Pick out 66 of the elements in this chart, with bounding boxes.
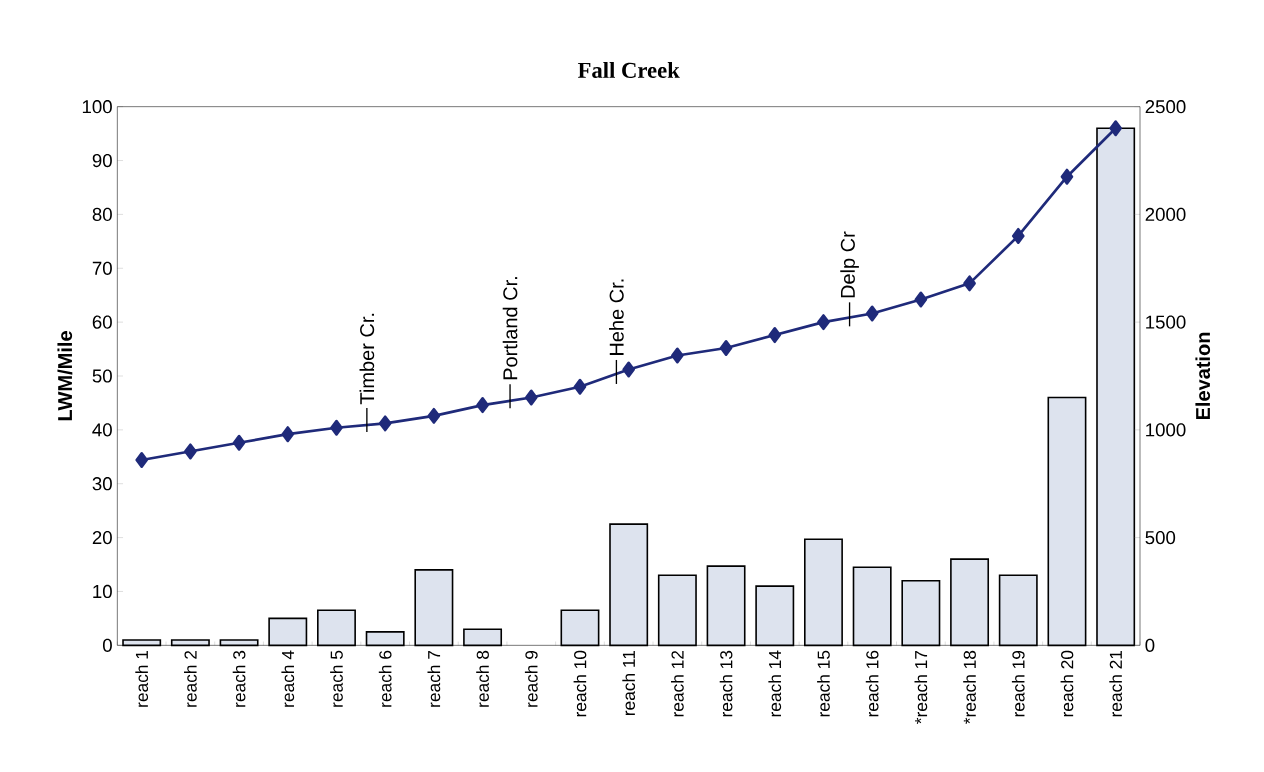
annotation: Hehe Cr.: [609, 279, 624, 355]
annotation: Portland Cr.: [502, 277, 518, 380]
y-tick-label: 70: [92, 261, 112, 275]
chart-title: Fall Creek: [577, 62, 680, 78]
point: [378, 415, 392, 432]
y2-tick-label: 1500: [1146, 315, 1186, 329]
annotation: Timber Cr.: [359, 313, 375, 405]
point: [330, 419, 343, 436]
x-tick-label: reach 1: [135, 650, 149, 707]
x-tick-label: reach 16: [865, 650, 879, 717]
x-tick-label: reach 21: [1109, 650, 1123, 717]
x-tick-label: reach 15: [817, 650, 830, 717]
point: [963, 275, 976, 292]
point: [865, 305, 879, 322]
annotation: Delp Cr: [840, 231, 859, 298]
point: [573, 378, 587, 395]
point: [1011, 227, 1025, 244]
point: [768, 327, 782, 344]
x-tick-label: *reach 17: [914, 650, 928, 724]
point: [232, 434, 246, 451]
point: [622, 361, 636, 378]
x-tick-label: reach 7: [427, 650, 441, 707]
y2-axis-title: Elevation: [1195, 332, 1211, 420]
point: [817, 314, 830, 331]
point: [671, 347, 684, 364]
point: [524, 389, 538, 406]
y-tick-label: 30: [92, 477, 112, 491]
y2-tick-label: 2000: [1145, 207, 1186, 222]
y-tick-label: 100: [82, 100, 112, 114]
y-tick-label: 0: [102, 638, 112, 652]
x-tick-label: reach 2: [184, 650, 197, 707]
x-tick-label: reach 19: [1011, 650, 1025, 717]
y2-tick-label: 2500: [1145, 100, 1186, 114]
x-tick-label: reach 11: [622, 650, 636, 716]
y2-tick-label: 1000: [1146, 423, 1186, 437]
y-tick-label: 10: [93, 584, 112, 599]
x-tick-label: reach 10: [573, 650, 587, 717]
x-tick-label: reach 13: [719, 650, 733, 717]
point: [914, 291, 928, 308]
y-tick-label: 50: [92, 369, 112, 383]
x-tick-label: reach 9: [524, 650, 538, 707]
y2-tick-label: 500: [1145, 530, 1176, 545]
x-tick-label: reach 14: [768, 650, 782, 717]
x-tick-label: reach 12: [671, 650, 684, 717]
point: [427, 407, 441, 424]
x-tick-label: reach 5: [330, 650, 343, 707]
x-tick-label: reach 8: [476, 650, 489, 707]
y-tick-label: 60: [92, 315, 112, 329]
x-tick-label: reach 4: [281, 650, 295, 707]
x-tick-label: reach 3: [232, 650, 246, 707]
y-tick-label: 80: [92, 207, 112, 222]
point: [281, 426, 295, 443]
y-tick-label: 90: [92, 153, 112, 168]
point: [184, 443, 197, 460]
point: [1109, 120, 1122, 137]
y-axis-title: LWM/Mile: [57, 331, 73, 421]
y-tick-label: 40: [92, 423, 112, 437]
point: [719, 339, 733, 356]
y2-tick-label: 0: [1145, 638, 1155, 652]
y-tick-label: 20: [92, 530, 112, 545]
x-tick-label: reach 6: [378, 650, 392, 707]
x-tick-label: *reach 18: [963, 650, 976, 724]
x-tick-label: reach 20: [1060, 650, 1074, 717]
point: [1060, 168, 1074, 185]
point: [476, 397, 489, 414]
point: [135, 452, 149, 469]
